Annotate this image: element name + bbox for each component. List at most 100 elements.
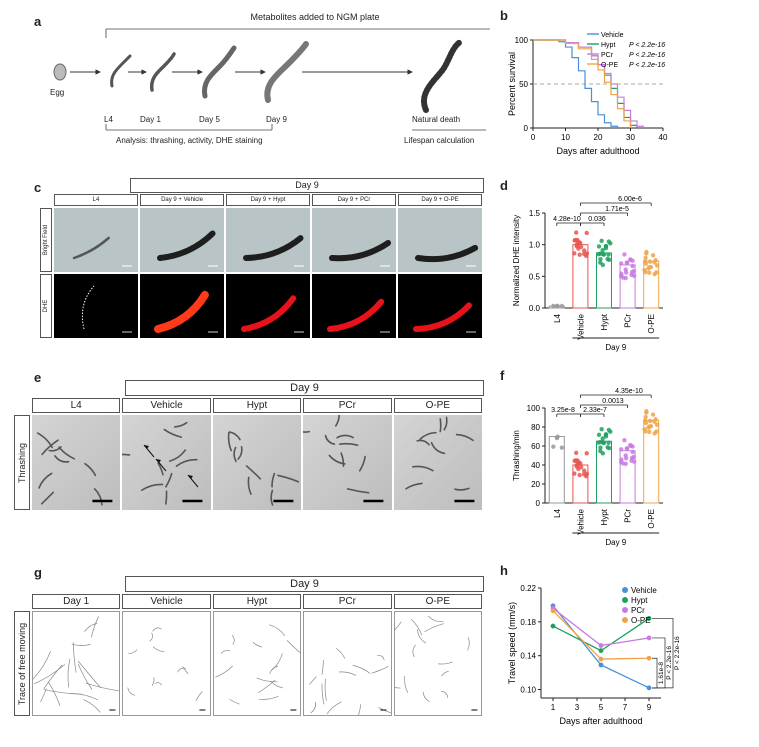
data-point <box>554 303 560 309</box>
panel-label-d: d <box>500 178 508 193</box>
worm-shape <box>411 465 434 472</box>
worm-shape <box>154 290 209 333</box>
y-tick-label: 0.10 <box>520 686 536 695</box>
x-axis-label: Days after adulthood <box>556 146 639 156</box>
arrow-head <box>144 445 150 449</box>
worm-shape <box>122 453 131 456</box>
worm-shape <box>378 707 391 714</box>
column-header: L4 <box>54 194 138 206</box>
column-header: L4 <box>32 398 121 413</box>
worm-shape <box>169 449 187 462</box>
column-header: Day 9 + Hypt <box>226 194 310 206</box>
y-tick-label: 40 <box>531 461 540 470</box>
worm-shape <box>241 295 297 332</box>
worm-shape <box>196 691 203 701</box>
y-axis-label: Normalized DHE intensity <box>512 215 521 306</box>
worm-shape <box>228 431 241 441</box>
worm-shape <box>270 681 283 689</box>
worm-shape <box>272 653 283 670</box>
data-point <box>576 246 581 251</box>
y-axis-label: Percent survival <box>507 52 517 116</box>
significance-bracket <box>652 618 674 689</box>
worm-shape <box>321 683 325 705</box>
y-tick-label: 0.14 <box>520 652 536 661</box>
trace-image-grid: Day 1 Vehicle Hypt PCr O-PE Trace of free mov… <box>14 594 484 716</box>
microscopy-image <box>54 208 138 272</box>
worm-shape <box>67 658 71 688</box>
p-value-label: 3.25e-8 <box>551 407 575 414</box>
worm-shape <box>335 415 341 427</box>
panel-label-f: f <box>500 368 505 383</box>
worm-shape <box>346 488 370 494</box>
data-point <box>643 429 648 434</box>
data-point <box>575 458 580 463</box>
worm-shape <box>71 643 91 646</box>
thrashing-image-grid: L4 Vehicle Hypt PCr O-PE Thrashing <box>14 398 484 510</box>
image-content <box>157 230 218 267</box>
legend-label: Vehicle <box>601 32 624 39</box>
worm-shape <box>165 490 168 505</box>
data-point <box>654 270 659 275</box>
microscopy-image <box>398 208 482 272</box>
legend-marker <box>622 607 628 613</box>
group-label: Day 9 <box>605 343 626 352</box>
y-tick-label: 1.0 <box>529 241 541 250</box>
y-axis-label: Travel speed (mm/s) <box>507 602 517 684</box>
survival-curve-pcr <box>533 39 645 128</box>
image-content <box>72 236 132 267</box>
day9-header-e: Day 9 <box>125 380 484 396</box>
column-header: Day 1 <box>32 594 121 609</box>
panel-label-c: c <box>34 180 42 195</box>
worm-shape <box>128 649 138 655</box>
data-point <box>600 262 606 268</box>
x-tick-label: Hypt <box>600 313 609 330</box>
data-point <box>630 449 635 455</box>
x-tick-label: O-PE <box>647 509 656 529</box>
worm-shape <box>310 701 317 714</box>
image-content <box>215 624 301 711</box>
worm-shape <box>359 455 367 472</box>
day9-header-g: Day 9 <box>125 576 484 592</box>
image-content <box>243 235 304 267</box>
data-point <box>600 247 605 253</box>
worm-shape <box>36 432 53 449</box>
worm-shape <box>84 622 98 632</box>
speed-point <box>550 623 556 629</box>
p-value-label: 4.35e-10 <box>615 388 643 395</box>
column-header: Day 9 + Vehicle <box>140 194 224 206</box>
x-tick-label: 1 <box>551 703 556 712</box>
data-point <box>606 440 611 446</box>
legend-label: Vehicle <box>631 586 657 595</box>
y-tick-label: 0.0 <box>529 304 541 313</box>
worm-shape <box>91 616 99 638</box>
stage-day5: Day 5 <box>199 115 220 124</box>
data-point <box>654 429 659 434</box>
x-tick-label: Vehicle <box>576 313 585 339</box>
panel-label-h: h <box>500 563 508 578</box>
data-point <box>606 252 611 257</box>
analysis-label: Analysis: thrashing, activity, DHE stain… <box>116 136 263 145</box>
data-point <box>599 426 604 432</box>
p-value-label: 4.28e-10 <box>553 216 581 223</box>
data-point <box>652 260 657 265</box>
data-point <box>643 414 648 420</box>
legend-marker <box>622 597 628 603</box>
worm-shape <box>413 302 472 332</box>
worm-shape <box>231 635 235 645</box>
group-label: Day 9 <box>605 538 626 547</box>
speed-point <box>598 648 604 654</box>
worm-shape <box>404 482 423 490</box>
y-tick-label: 20 <box>531 480 540 489</box>
microscopy-image <box>312 208 396 272</box>
trace-image <box>303 611 392 716</box>
image-content <box>127 627 206 711</box>
legend-marker <box>622 617 628 623</box>
worm-shape <box>437 661 453 665</box>
worm-shape <box>48 682 61 706</box>
data-point <box>643 255 648 261</box>
data-point <box>647 270 652 275</box>
worm-shape <box>243 235 304 261</box>
column-header: Hypt <box>212 594 302 609</box>
worm-shape <box>358 704 362 715</box>
worm-shape <box>247 476 252 495</box>
